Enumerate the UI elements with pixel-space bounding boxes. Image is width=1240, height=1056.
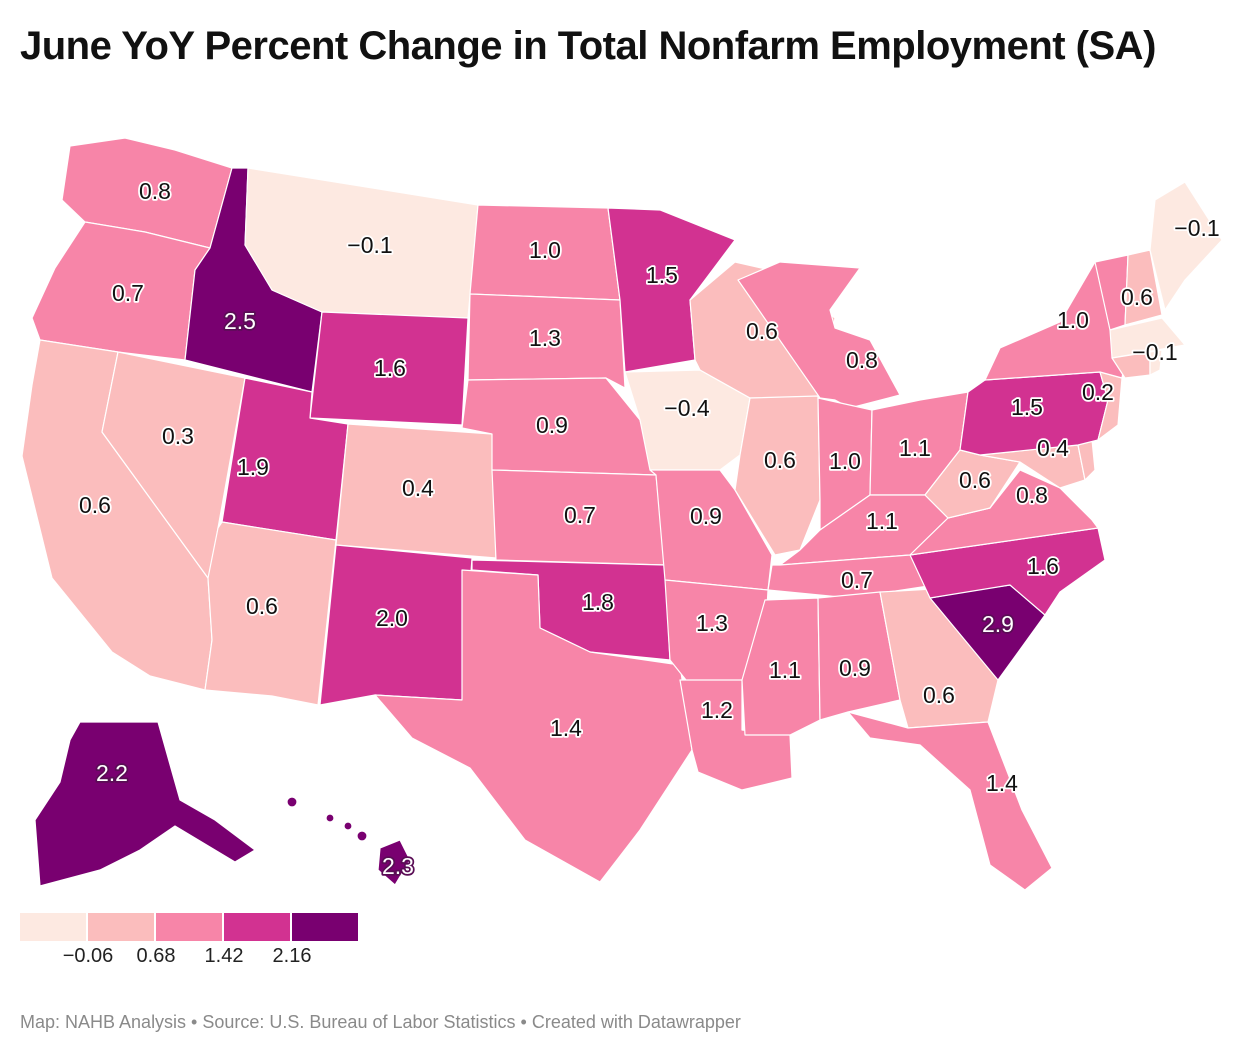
- choropleth-map: 0.8 0.7 0.6 2.5 0.3 −0.1 1.6 1.9 0.6 0.4 2.0 1.0 1.3…: [21, 137, 1223, 891]
- state-label-in: 1.0: [829, 448, 861, 474]
- state-label-ia: −0.4: [664, 395, 710, 421]
- state-label-mo: 0.9: [690, 503, 722, 529]
- state-label-me: −0.1: [1174, 215, 1219, 241]
- state-label-ks: 0.7: [564, 502, 596, 528]
- state-tx[interactable]: [374, 569, 693, 883]
- state-label-ga: 0.6: [923, 682, 955, 708]
- legend-swatch: [20, 913, 86, 941]
- state-label-tx: 1.4: [550, 715, 582, 741]
- state-az[interactable]: [204, 521, 337, 706]
- legend-tick-label: 0.68: [136, 945, 176, 967]
- legend-swatch: [292, 913, 358, 941]
- state-label-mn: 1.5: [646, 262, 678, 288]
- state-label-az: 0.6: [246, 593, 278, 619]
- state-hi[interactable]: [325, 813, 335, 823]
- state-hi[interactable]: [377, 839, 411, 886]
- state-hi[interactable]: [343, 821, 353, 831]
- state-label-hi: 2.3: [382, 853, 414, 879]
- state-label-ok: 1.8: [582, 589, 614, 615]
- map-title: June YoY Percent Change in Total Nonfarm…: [20, 24, 1156, 68]
- state-hi[interactable]: [356, 830, 368, 842]
- state-label-id: 2.5: [224, 308, 256, 334]
- state-label-ut: 1.9: [237, 454, 269, 480]
- state-label-or: 0.7: [112, 280, 144, 306]
- state-label-mt: −0.1: [347, 232, 392, 258]
- state-hi[interactable]: [286, 796, 298, 808]
- state-label-il: 0.6: [764, 447, 796, 473]
- state-label-ne: 0.9: [536, 412, 568, 438]
- state-label-sc: 2.9: [982, 611, 1014, 637]
- state-label-ar: 1.3: [696, 610, 728, 636]
- legend-swatch: [224, 913, 290, 941]
- state-label-tn: 0.7: [841, 567, 873, 593]
- state-label-wi: 0.6: [746, 318, 778, 344]
- state-label-ky: 1.1: [866, 508, 898, 534]
- state-label-nm: 2.0: [376, 605, 408, 631]
- state-label-ms: 1.1: [769, 657, 801, 683]
- state-sd[interactable]: [467, 293, 626, 389]
- state-ri[interactable]: [1149, 349, 1163, 376]
- state-label-wy: 1.6: [374, 355, 406, 381]
- state-label-al: 0.9: [839, 655, 871, 681]
- state-label-ak: 2.2: [96, 760, 128, 786]
- legend-tick-label: −0.06: [62, 945, 114, 967]
- state-label-mi: 0.8: [846, 347, 878, 373]
- state-label-nj: 0.2: [1082, 379, 1114, 405]
- state-label-nd: 1.0: [529, 237, 561, 263]
- state-label-ny: 1.0: [1057, 307, 1089, 333]
- state-me[interactable]: [1149, 181, 1223, 311]
- state-label-nc: 1.6: [1027, 553, 1059, 579]
- source-footer: Map: NAHB Analysis • Source: U.S. Bureau…: [20, 1012, 741, 1032]
- state-label-la: 1.2: [701, 697, 733, 723]
- state-label-pa: 1.5: [1011, 394, 1043, 420]
- state-ma[interactable]: [1109, 317, 1186, 359]
- legend-swatch: [88, 913, 154, 941]
- state-label-nh: 0.6: [1121, 284, 1153, 310]
- state-label-fl: 1.4: [986, 770, 1018, 796]
- state-fl[interactable]: [847, 711, 1053, 891]
- state-label-wv: 0.6: [959, 467, 991, 493]
- state-la[interactable]: [679, 679, 793, 791]
- state-nh[interactable]: [1124, 249, 1163, 326]
- state-label-sd: 1.3: [529, 325, 561, 351]
- state-al[interactable]: [817, 591, 901, 721]
- state-label-ma: −0.1: [1132, 339, 1177, 365]
- legend-tick-label: 1.42: [204, 945, 244, 967]
- state-label-oh: 1.1: [899, 435, 931, 461]
- state-mi[interactable]: [737, 261, 901, 409]
- state-or[interactable]: [31, 221, 211, 361]
- state-label-va: 0.8: [1016, 482, 1048, 508]
- state-label-ca: 0.6: [79, 492, 111, 518]
- state-ak[interactable]: [34, 721, 256, 887]
- legend-swatch: [156, 913, 222, 941]
- state-mo[interactable]: [649, 469, 773, 591]
- state-label-co: 0.4: [402, 475, 434, 501]
- state-label-md: 0.4: [1037, 435, 1069, 461]
- state-label-nv: 0.3: [162, 423, 194, 449]
- legend-tick-label: 2.16: [272, 945, 312, 967]
- state-label-wa: 0.8: [139, 178, 171, 204]
- state-nc[interactable]: [909, 527, 1106, 616]
